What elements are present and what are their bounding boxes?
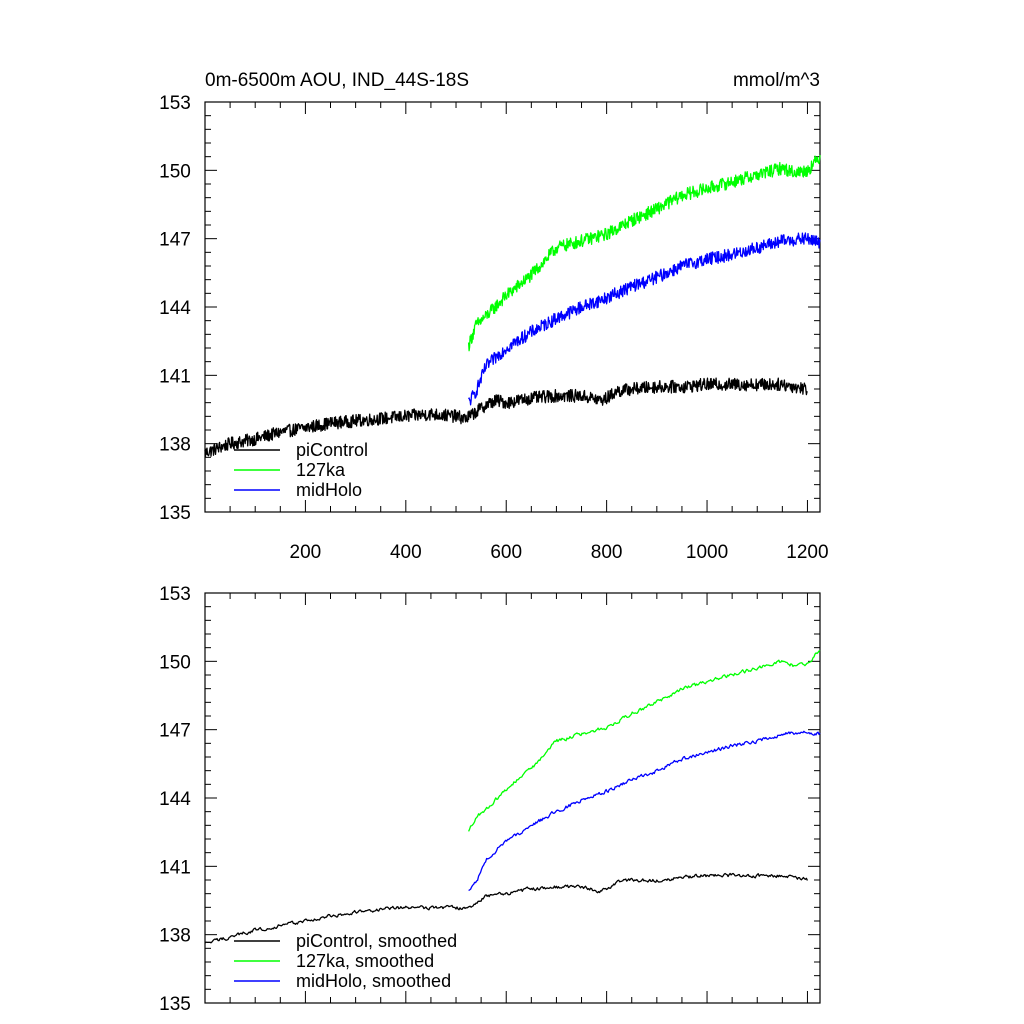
legend-label: piControl <box>296 440 368 460</box>
x-tick-label: 400 <box>390 542 422 563</box>
y-tick-label: 147 <box>159 721 191 742</box>
legend-label: piControl, smoothed <box>296 931 457 951</box>
series-line-midholo-smoothed <box>468 730 821 892</box>
x-tick-label: 800 <box>591 542 623 563</box>
x-tick-label: 1000 <box>686 542 728 563</box>
y-tick-label: 150 <box>159 652 191 673</box>
chart-title: 0m-6500m AOU, IND_44S-18S <box>205 70 469 91</box>
y-tick-label: 141 <box>159 857 191 878</box>
series-line-127ka-smoothed <box>468 649 821 832</box>
series-line-midholo <box>468 232 821 406</box>
legend-label: midHolo, smoothed <box>296 971 451 991</box>
y-tick-label: 138 <box>159 435 191 456</box>
x-tick-label: 600 <box>490 542 522 563</box>
y-tick-label: 147 <box>159 230 191 251</box>
y-tick-label: 144 <box>159 789 191 810</box>
series-line-127ka <box>467 154 821 352</box>
legend-label: midHolo <box>296 480 362 500</box>
y-tick-label: 153 <box>159 584 191 605</box>
y-tick-label: 144 <box>159 298 191 319</box>
panel-bottom: 135 138 141 144 147 150 153 piControl, smoothed… <box>159 584 821 1015</box>
y-tick-label: 141 <box>159 366 191 387</box>
legend-label: 127ka <box>296 460 346 480</box>
y-tick-label: 138 <box>159 926 191 947</box>
units-label: mmol/m^3 <box>733 70 820 91</box>
y-tick-label: 150 <box>159 161 191 182</box>
panel-top: 0m-6500m AOU, IND_44S-18S mmol/m^3 135 13… <box>159 70 828 563</box>
y-tick-label: 153 <box>159 93 191 114</box>
series-line-picontrol-smoothed <box>204 872 808 944</box>
y-tick-label: 135 <box>159 503 191 524</box>
legend-label: 127ka, smoothed <box>296 951 434 971</box>
y-tick-label: 135 <box>159 994 191 1015</box>
series-line-picontrol <box>204 377 808 457</box>
x-tick-label: 1200 <box>786 542 828 563</box>
x-tick-label: 200 <box>290 542 322 563</box>
